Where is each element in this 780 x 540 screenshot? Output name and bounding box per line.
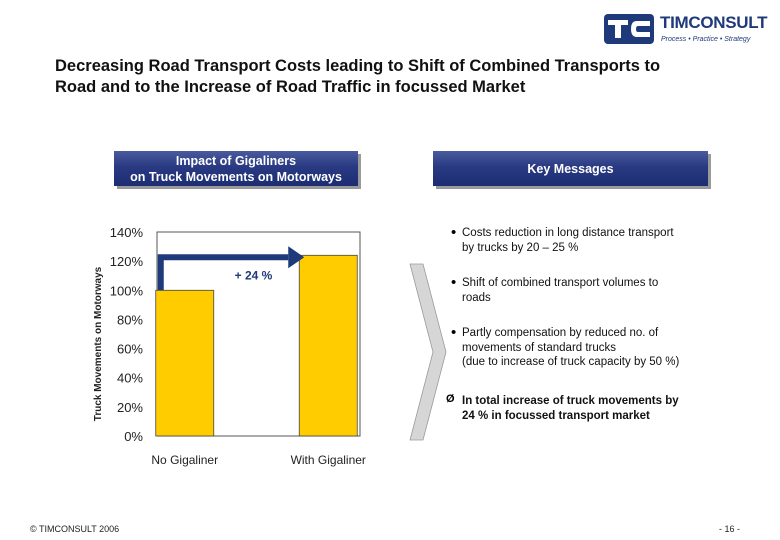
- conclusion-arrow-icon: Ø: [446, 393, 455, 405]
- chevron-arrow-icon: [409, 263, 447, 441]
- message-2-line-2: roads: [462, 291, 491, 304]
- y-tick-label: 80%: [117, 312, 143, 327]
- message-2: Shift of combined transport volumes to r…: [462, 276, 762, 305]
- bullet-1: •: [451, 224, 457, 241]
- conclusion-line-1: In total increase of truck movements by: [462, 395, 679, 407]
- message-3-line-3: (due to increase of truck capacity by 50…: [462, 356, 680, 368]
- y-axis-label: Truck Movements on Motorways: [93, 266, 104, 421]
- message-1: Costs reduction in long distance transpo…: [462, 226, 762, 255]
- conclusion-message: In total increase of truck movements by …: [462, 394, 762, 423]
- message-1-line-1: Costs reduction in long distance transpo…: [462, 227, 674, 239]
- conclusion-line-2: 24 % in focussed transport market: [462, 409, 650, 422]
- brand-tagline: Process • Practice • Strategy: [661, 36, 751, 43]
- chart-panel-header: Impact of Gigaliners on Truck Movements …: [114, 151, 358, 186]
- y-tick-label: 140%: [110, 225, 144, 240]
- message-3: Partly compensation by reduced no. of mo…: [462, 326, 762, 370]
- increase-annotation: + 24 %: [235, 268, 273, 282]
- chart-panel-header-line-2: on Truck Movements on Motorways: [130, 169, 342, 184]
- y-tick-label: 60%: [117, 342, 143, 357]
- x-category-label: No Gigaliner: [151, 453, 218, 467]
- key-messages-header: Key Messages: [433, 151, 708, 186]
- increase-arrow: [157, 254, 289, 291]
- page-title: Decreasing Road Transport Costs leading …: [55, 56, 745, 98]
- message-1-line-2: by trucks by 20 – 25 %: [462, 241, 579, 254]
- increase-arrow-head: [288, 246, 305, 269]
- page-number: - 16 -: [719, 524, 741, 534]
- chart-panel-header-line-1: Impact of Gigaliners: [175, 153, 297, 168]
- x-category-label: With Gigaliner: [291, 453, 366, 467]
- bullet-3: •: [451, 324, 457, 341]
- key-messages-label: Key Messages: [527, 161, 614, 176]
- y-tick-label: 100%: [110, 283, 144, 298]
- message-3-line-1: Partly compensation by reduced no. of: [462, 327, 659, 339]
- message-3-line-2: movements of standard trucks: [462, 341, 617, 354]
- bar-2: [298, 254, 358, 437]
- page-title-line-2: Road and to the Increase of Road Traffic…: [55, 78, 526, 96]
- y-tick-label: 20%: [117, 400, 143, 415]
- brand-name: TIMCONSULT: [660, 13, 768, 32]
- timconsult-logo: TIMCONSULT Process • Practice • Strategy: [604, 12, 774, 48]
- y-tick-label: 40%: [117, 371, 143, 386]
- logo-mark-icon: [604, 14, 654, 44]
- y-tick-label: 0%: [124, 429, 143, 444]
- bullet-2: •: [451, 274, 457, 291]
- page-title-line-1: Decreasing Road Transport Costs leading …: [55, 57, 661, 75]
- bar-1: [155, 289, 215, 437]
- message-2-line-1: Shift of combined transport volumes to: [462, 277, 659, 289]
- copyright-footer: © TIMCONSULT 2006: [30, 524, 120, 534]
- y-tick-label: 120%: [110, 254, 144, 269]
